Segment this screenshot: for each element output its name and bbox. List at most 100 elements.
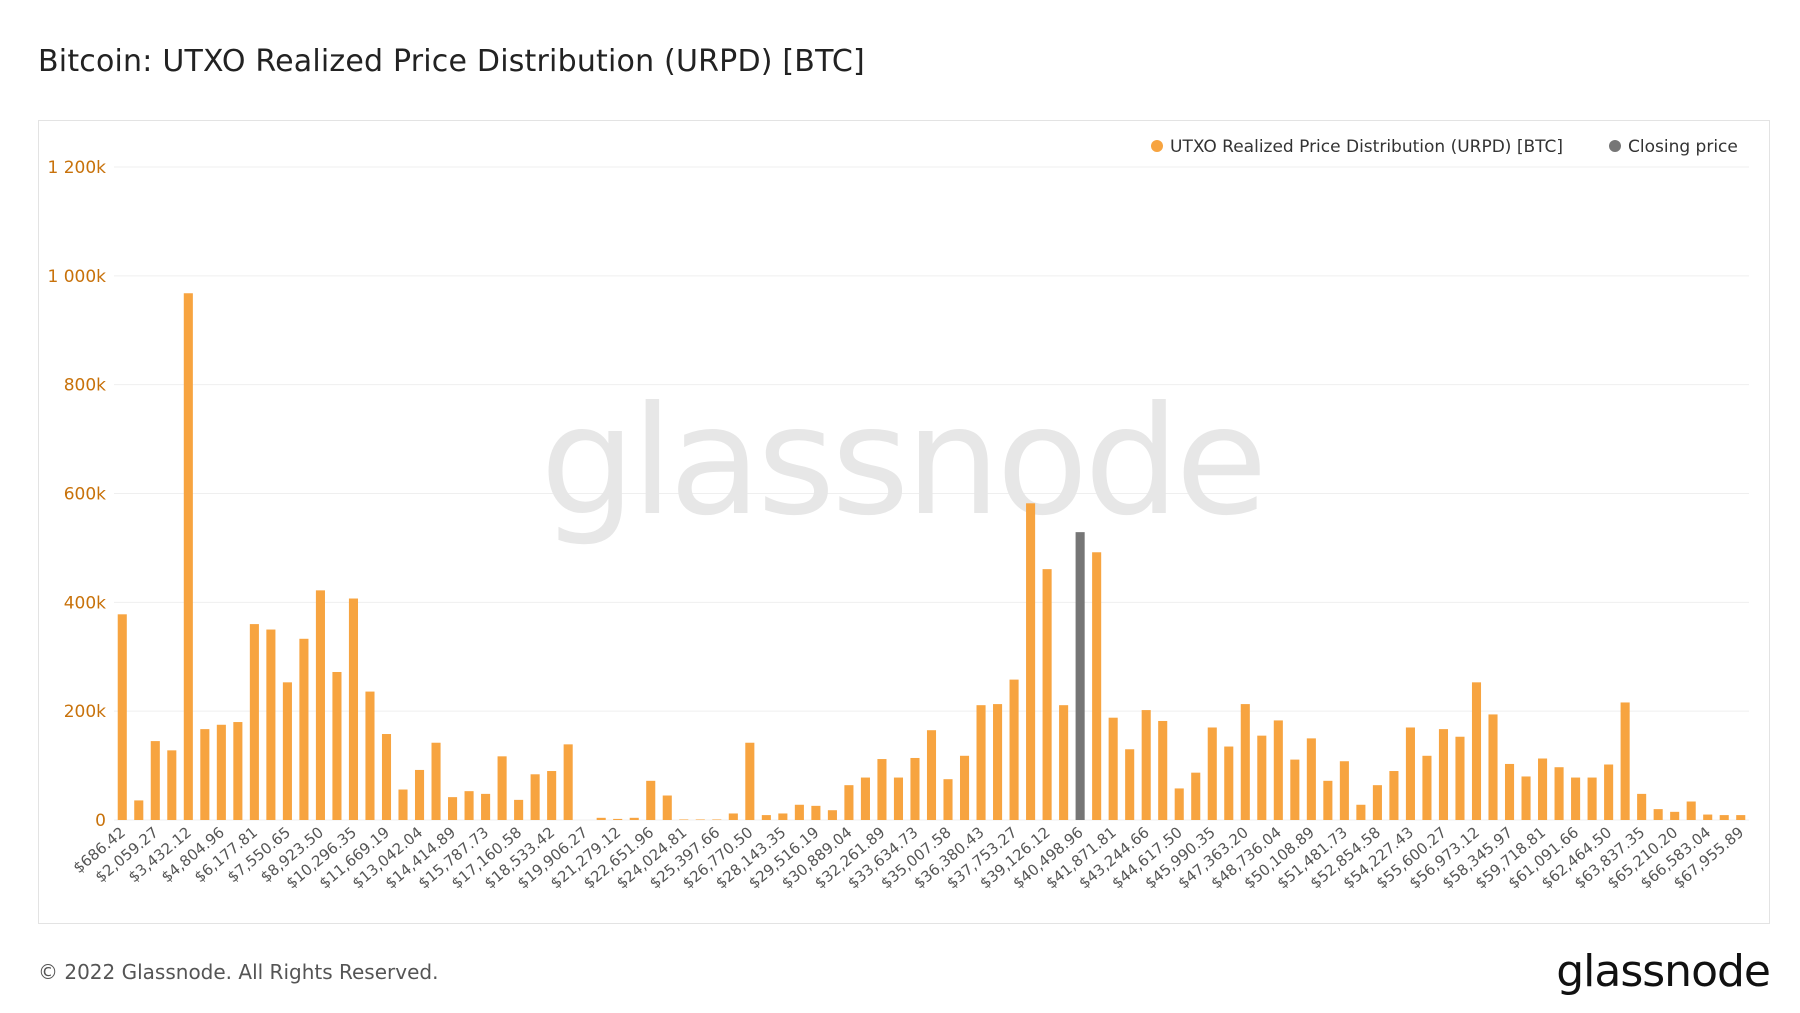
urpd-bar[interactable] <box>778 813 788 820</box>
urpd-bar[interactable] <box>596 817 606 820</box>
urpd-bar[interactable] <box>893 777 904 820</box>
urpd-bar[interactable] <box>1455 736 1465 820</box>
urpd-bar[interactable] <box>1604 764 1614 821</box>
urpd-bar[interactable] <box>959 755 970 820</box>
urpd-bar[interactable] <box>860 777 870 820</box>
urpd-bar[interactable] <box>745 742 755 820</box>
urpd-bar[interactable] <box>431 742 441 820</box>
urpd-bar[interactable] <box>1538 758 1548 820</box>
urpd-bar[interactable] <box>365 691 375 820</box>
urpd-bar[interactable] <box>1125 749 1135 820</box>
urpd-bar[interactable] <box>1719 815 1729 820</box>
urpd-bar[interactable] <box>662 795 672 820</box>
urpd-bar[interactable] <box>1620 702 1630 820</box>
urpd-bar[interactable] <box>1571 777 1581 820</box>
urpd-bar[interactable] <box>315 590 325 820</box>
urpd-bar[interactable] <box>514 799 524 820</box>
urpd-bar[interactable] <box>1026 503 1036 820</box>
urpd-bar[interactable] <box>1108 717 1118 820</box>
urpd-bar[interactable] <box>1504 763 1515 820</box>
urpd-bar[interactable] <box>1240 704 1250 820</box>
urpd-bar[interactable] <box>877 759 887 820</box>
urpd-bar[interactable] <box>1703 814 1713 820</box>
urpd-bar[interactable] <box>332 671 342 820</box>
urpd-bar[interactable] <box>530 774 540 820</box>
urpd-bar[interactable] <box>497 756 507 820</box>
urpd-bar[interactable] <box>926 730 937 820</box>
legend-label-closing[interactable]: Closing price <box>1628 137 1738 157</box>
urpd-bar[interactable] <box>1207 727 1217 820</box>
urpd-bar[interactable] <box>1224 746 1234 820</box>
urpd-bar[interactable] <box>1554 767 1564 820</box>
urpd-bar[interactable] <box>1009 679 1019 820</box>
urpd-bar[interactable] <box>844 785 854 820</box>
urpd-bar[interactable] <box>1306 738 1316 821</box>
legend-label-urpd[interactable]: UTXO Realized Price Distribution (URPD) … <box>1170 137 1563 157</box>
urpd-bar[interactable] <box>1092 552 1102 820</box>
urpd-bar[interactable] <box>1736 815 1746 820</box>
urpd-bar[interactable] <box>1471 682 1482 820</box>
urpd-bar[interactable] <box>1488 714 1498 820</box>
urpd-bar[interactable] <box>1438 729 1449 820</box>
urpd-bar[interactable] <box>464 791 474 820</box>
urpd-bar[interactable] <box>249 624 259 820</box>
urpd-bar[interactable] <box>167 750 177 820</box>
urpd-bar[interactable] <box>1339 761 1349 820</box>
urpd-bar[interactable] <box>1587 777 1597 820</box>
urpd-bar[interactable] <box>1356 804 1366 820</box>
urpd-bar[interactable] <box>1372 785 1382 820</box>
urpd-bar[interactable] <box>1323 780 1333 820</box>
urpd-bar[interactable] <box>398 789 408 820</box>
urpd-bar[interactable] <box>910 757 920 820</box>
urpd-bar[interactable] <box>348 598 359 820</box>
urpd-bar[interactable] <box>381 734 392 820</box>
urpd-bar[interactable] <box>1670 811 1680 820</box>
urpd-bar[interactable] <box>150 741 160 820</box>
urpd-bar[interactable] <box>629 817 639 820</box>
urpd-bar[interactable] <box>976 705 986 820</box>
urpd-bar[interactable] <box>1422 755 1432 820</box>
urpd-bar[interactable] <box>695 819 705 820</box>
urpd-bar[interactable] <box>299 638 309 820</box>
urpd-bar[interactable] <box>993 704 1003 820</box>
urpd-bar[interactable] <box>1521 776 1531 820</box>
urpd-bar[interactable] <box>728 813 738 820</box>
urpd-bar[interactable] <box>712 819 722 820</box>
urpd-bar[interactable] <box>216 724 226 820</box>
urpd-bar[interactable] <box>233 722 243 820</box>
urpd-bar[interactable] <box>1191 772 1201 820</box>
urpd-bar[interactable] <box>134 800 144 820</box>
urpd-bar[interactable] <box>117 614 127 820</box>
urpd-bar[interactable] <box>646 780 656 820</box>
urpd-bar[interactable] <box>1141 710 1151 820</box>
closing-price-bar[interactable] <box>1075 532 1085 820</box>
urpd-bar[interactable] <box>1273 720 1283 820</box>
urpd-bar[interactable] <box>811 805 821 820</box>
urpd-bar[interactable] <box>679 819 689 820</box>
urpd-bar[interactable] <box>448 797 458 820</box>
urpd-bar[interactable] <box>1158 720 1168 820</box>
urpd-bar[interactable] <box>794 804 804 820</box>
urpd-bar[interactable] <box>1686 801 1696 821</box>
urpd-bar[interactable] <box>414 769 425 820</box>
urpd-bar[interactable] <box>1389 771 1399 820</box>
urpd-bar[interactable] <box>613 818 623 820</box>
urpd-bar[interactable] <box>266 629 276 820</box>
urpd-bar[interactable] <box>1059 705 1069 820</box>
urpd-bar[interactable] <box>943 779 953 820</box>
urpd-bar[interactable] <box>481 793 491 820</box>
urpd-bar[interactable] <box>1637 793 1647 820</box>
urpd-bar[interactable] <box>1290 759 1300 820</box>
urpd-bar[interactable] <box>282 682 292 820</box>
urpd-bar[interactable] <box>200 729 210 820</box>
urpd-bar[interactable] <box>1257 735 1267 820</box>
urpd-bar[interactable] <box>563 744 573 820</box>
urpd-bar[interactable] <box>1174 788 1184 820</box>
urpd-bar[interactable] <box>183 293 193 820</box>
urpd-bar[interactable] <box>761 815 771 820</box>
urpd-bar[interactable] <box>827 810 837 820</box>
urpd-bar[interactable] <box>547 771 557 820</box>
urpd-bar[interactable] <box>1653 809 1663 820</box>
urpd-bar[interactable] <box>1042 569 1052 820</box>
urpd-bar[interactable] <box>1405 727 1415 820</box>
